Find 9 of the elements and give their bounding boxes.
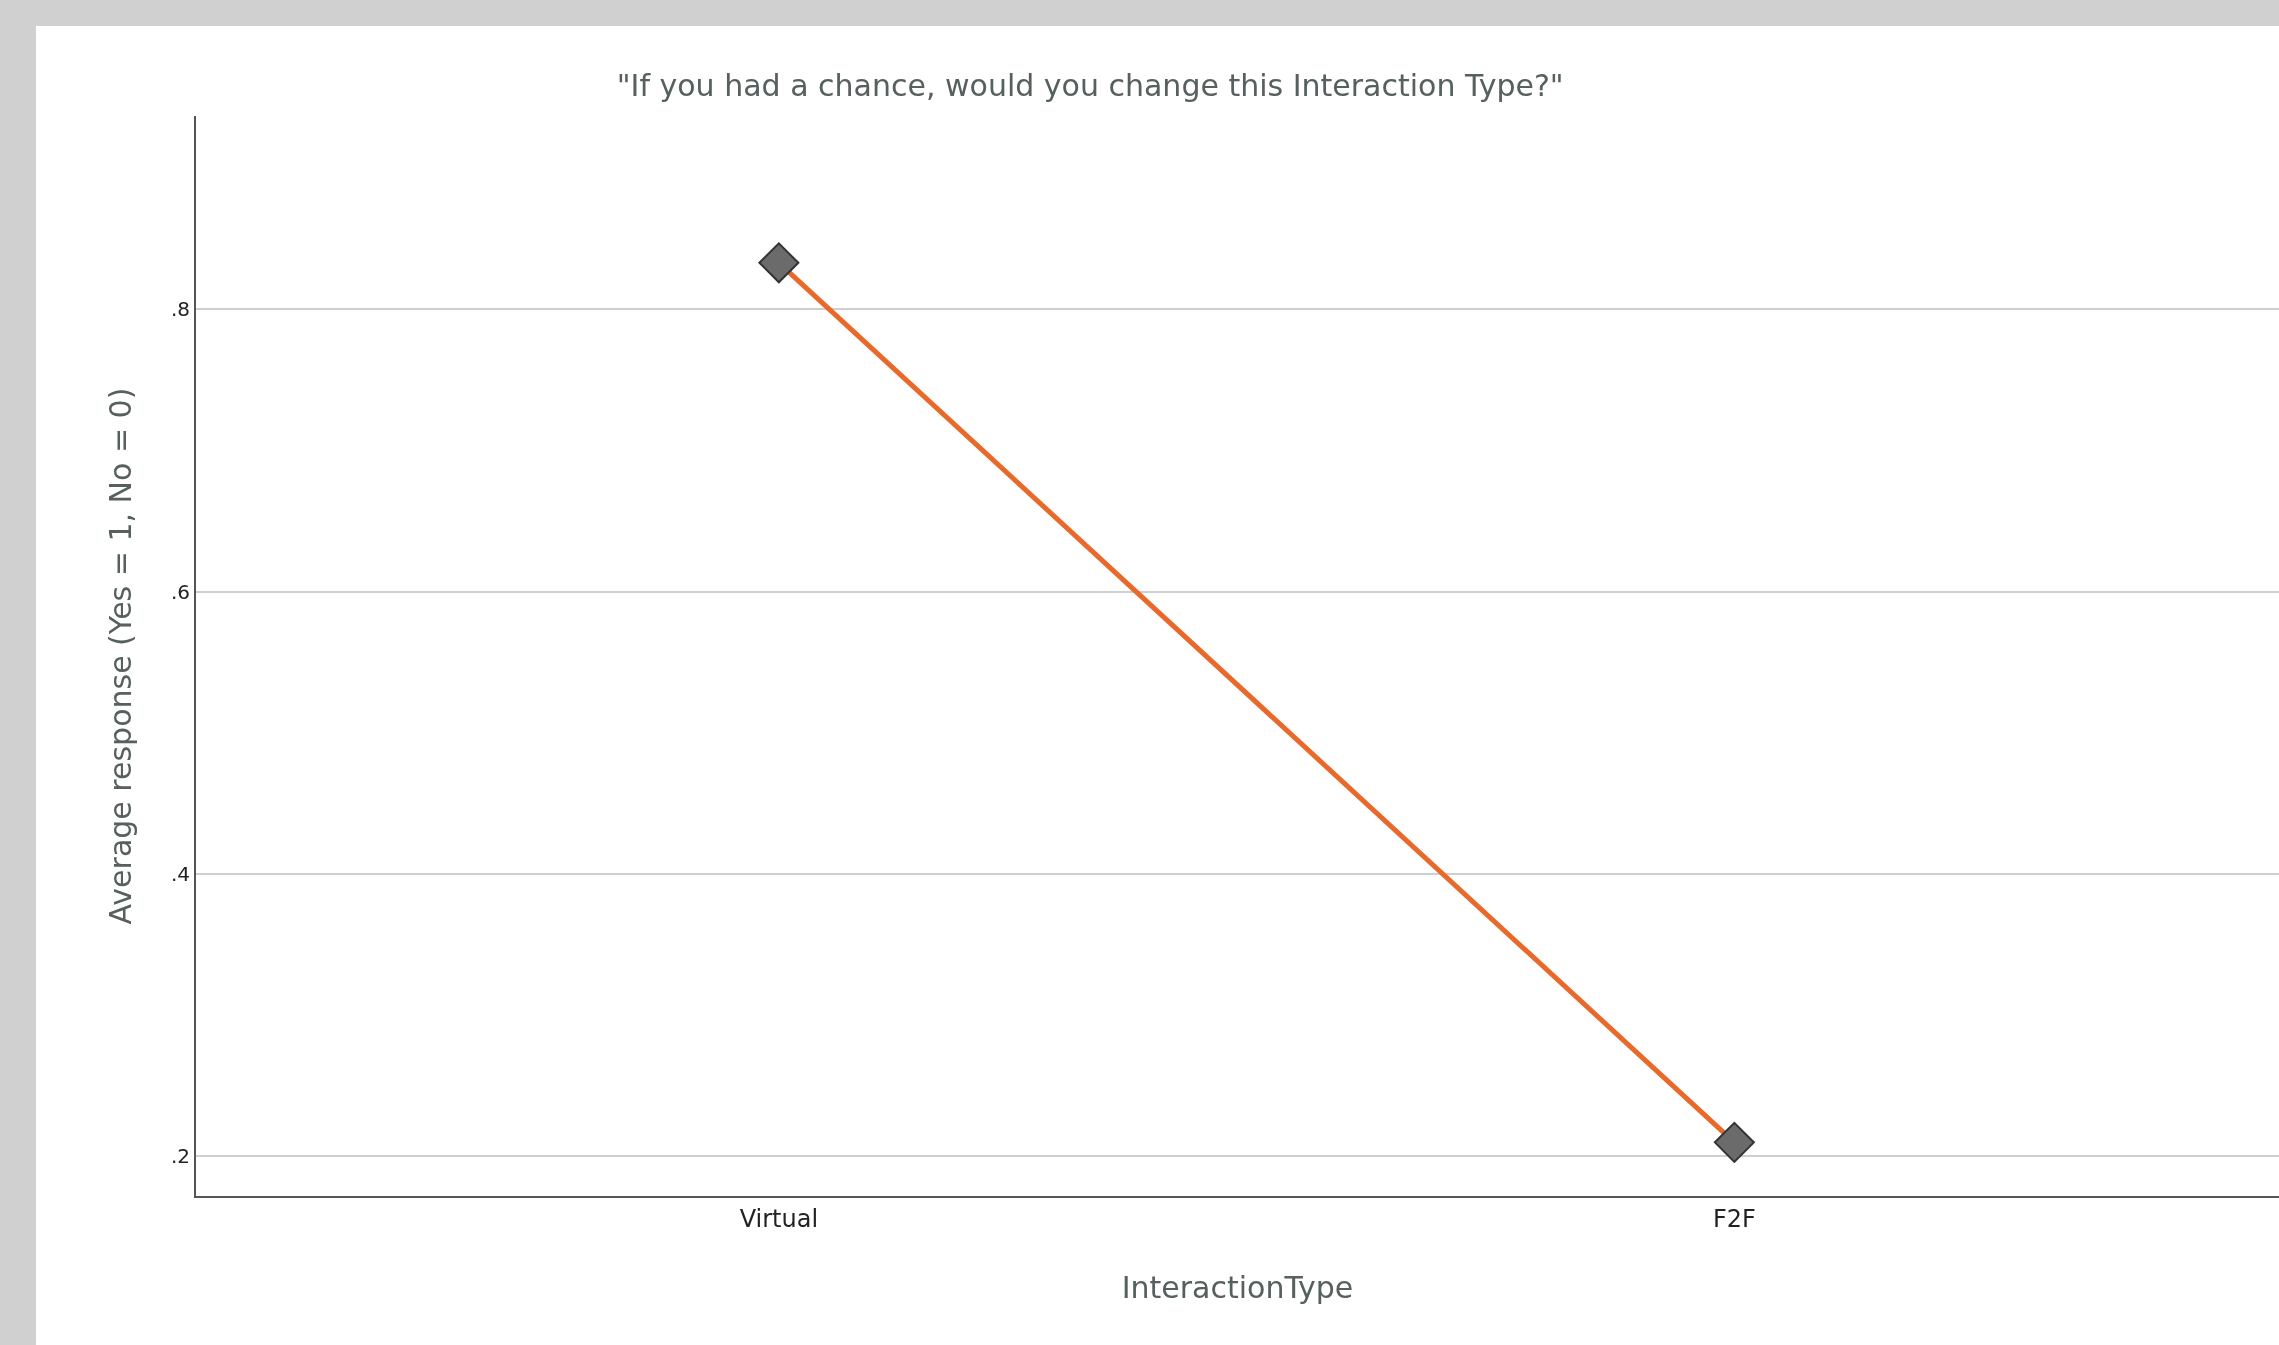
y-tick-label: .8: [170, 297, 190, 322]
chart-title: "If you had a chance, would you change this Interaction Type?": [616, 67, 1564, 103]
x-tick-label: F2F: [1712, 1204, 1756, 1233]
y-tick-label: .4: [170, 862, 190, 887]
x-axis-title: InteractionType: [1121, 1269, 1354, 1305]
y-tick-label: .6: [170, 579, 190, 604]
y-axis-title: Average response (Yes = 1, No = 0): [103, 387, 139, 925]
x-tick-label: Virtual: [739, 1204, 819, 1233]
y-tick-label: .2: [170, 1144, 190, 1169]
